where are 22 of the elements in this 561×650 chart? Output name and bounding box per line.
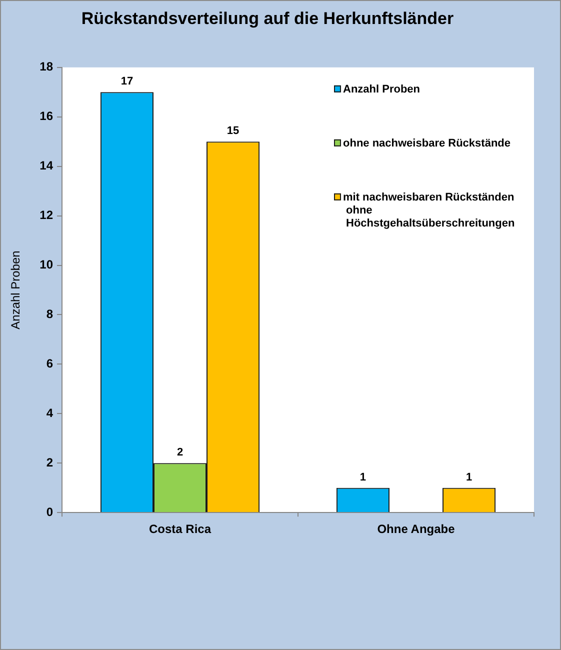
y-tick-label: 4 [46,406,54,420]
y-tick-label: 16 [40,109,54,124]
chart-title: Rückstandsverteilung auf die Herkunftsländer [81,8,454,28]
legend-label: mit nachweisbaren Rückständen ohne Höchstgehaltsüberschreitungen [343,191,515,230]
legend-label: Anzahl Proben [343,83,420,96]
y-tick-label: 14 [40,158,54,173]
x-tick-label: Costa Rica [148,522,212,536]
data-label: 17 [120,76,134,88]
y-tick-label: 2 [46,455,54,470]
y-axis-title: Anzahl Proben [8,250,23,330]
data-label: 1 [466,471,472,484]
y-tick-label: 12 [40,208,54,222]
y-tick-label: 6 [46,356,54,371]
y-tick-label: 8 [46,307,54,322]
legend-label: ohne nachweisbare Rückstände [343,137,510,150]
y-tick-label: 18 [40,60,54,74]
data-label: 15 [226,125,240,138]
data-label: 2 [176,446,184,459]
y-tick-label: 0 [46,504,54,519]
y-tick-label: 10 [40,258,54,272]
x-tick-label: Ohne Angabe [377,522,456,536]
data-label: 1 [360,471,366,484]
